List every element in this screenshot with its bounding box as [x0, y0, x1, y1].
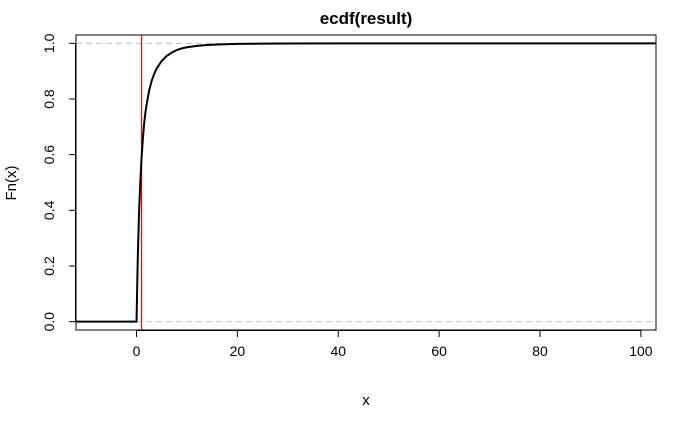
plot-frame — [75, 34, 657, 331]
y-tick-label: 0.4 — [41, 200, 57, 220]
y-tick-label: 0.8 — [41, 89, 57, 109]
y-tick-label: 1.0 — [41, 33, 57, 53]
x-tick-label: 80 — [532, 343, 548, 359]
x-axis-label: x — [362, 392, 370, 409]
y-tick-label: 0.6 — [41, 145, 57, 165]
y-tick-label: 0.0 — [41, 312, 57, 332]
x-tick-label: 100 — [629, 343, 653, 359]
x-tick-label: 20 — [230, 343, 246, 359]
y-axis-label: Fn(x) — [3, 166, 20, 201]
x-tick-label: 0 — [133, 343, 141, 359]
y-tick-label: 0.2 — [41, 256, 57, 276]
chart-title: ecdf(result) — [320, 9, 413, 28]
x-tick-label: 40 — [330, 343, 346, 359]
x-tick-label: 60 — [431, 343, 447, 359]
x-axis: 0 20 40 60 80 100 — [133, 330, 653, 359]
y-axis: 0.0 0.2 0.4 0.6 0.8 1.0 — [41, 33, 76, 331]
plot-area — [75, 34, 657, 331]
ecdf-series-line — [76, 42, 656, 323]
